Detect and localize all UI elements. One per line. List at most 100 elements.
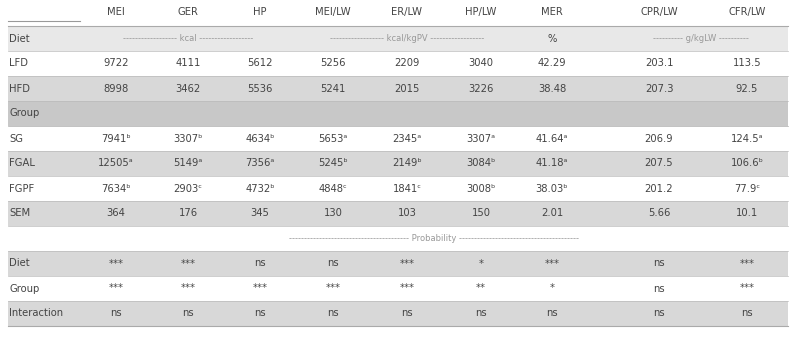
Text: 5149ᵃ: 5149ᵃ: [173, 158, 203, 169]
Bar: [8, 126, 788, 151]
Text: 201.2: 201.2: [645, 183, 673, 194]
Text: 12505ᵃ: 12505ᵃ: [98, 158, 134, 169]
Text: 176: 176: [178, 208, 198, 219]
Text: FGAL: FGAL: [9, 158, 35, 169]
Text: 3307ᵇ: 3307ᵇ: [173, 133, 203, 144]
Text: 8998: 8998: [103, 83, 129, 94]
Text: ns: ns: [653, 283, 665, 294]
Text: ER/LW: ER/LW: [391, 7, 422, 17]
Text: 203.1: 203.1: [645, 58, 673, 69]
Text: MEI/LW: MEI/LW: [315, 7, 351, 17]
Text: ns: ns: [254, 308, 266, 319]
Text: 7634ᵇ: 7634ᵇ: [101, 183, 131, 194]
Text: ns: ns: [182, 308, 194, 319]
Text: 4848ᶜ: 4848ᶜ: [319, 183, 347, 194]
Text: ns: ns: [475, 308, 487, 319]
Text: 3040: 3040: [468, 58, 494, 69]
Text: ns: ns: [254, 258, 266, 269]
Text: ns: ns: [546, 308, 558, 319]
Text: MEI: MEI: [107, 7, 125, 17]
Text: 41.18ᵃ: 41.18ᵃ: [536, 158, 568, 169]
Text: SG: SG: [9, 133, 23, 144]
Text: 5245ᵇ: 5245ᵇ: [318, 158, 348, 169]
Text: 2015: 2015: [394, 83, 420, 94]
Text: **: **: [476, 283, 486, 294]
Text: 4111: 4111: [176, 58, 200, 69]
Bar: [8, 151, 788, 176]
Text: *: *: [549, 283, 554, 294]
Text: GER: GER: [177, 7, 199, 17]
Text: 5241: 5241: [320, 83, 346, 94]
Text: ns: ns: [653, 308, 665, 319]
Text: FGPF: FGPF: [9, 183, 34, 194]
Text: 42.29: 42.29: [537, 58, 566, 69]
Text: ***: ***: [108, 283, 123, 294]
Text: 10.1: 10.1: [736, 208, 758, 219]
Text: HP: HP: [254, 7, 267, 17]
Text: ***: ***: [400, 258, 414, 269]
Bar: [8, 76, 788, 101]
Text: Diet: Diet: [9, 33, 29, 44]
Bar: [8, 201, 788, 226]
Text: ns: ns: [653, 258, 665, 269]
Text: ***: ***: [180, 283, 196, 294]
Text: 3008ᵇ: 3008ᵇ: [467, 183, 496, 194]
Bar: [8, 226, 788, 251]
Text: 124.5ᵃ: 124.5ᵃ: [731, 133, 763, 144]
Bar: [8, 101, 788, 126]
Text: HFD: HFD: [9, 83, 30, 94]
Text: 207.3: 207.3: [645, 83, 673, 94]
Text: 2209: 2209: [394, 58, 420, 69]
Text: 38.03ᵇ: 38.03ᵇ: [536, 183, 568, 194]
Text: 7941ᵇ: 7941ᵇ: [101, 133, 131, 144]
Text: 38.48: 38.48: [538, 83, 566, 94]
Text: 206.9: 206.9: [645, 133, 673, 144]
Text: 130: 130: [324, 208, 343, 219]
Text: 5.66: 5.66: [648, 208, 670, 219]
Text: 4732ᵇ: 4732ᵇ: [245, 183, 275, 194]
Text: 2903ᶜ: 2903ᶜ: [173, 183, 203, 194]
Text: ***: ***: [108, 258, 123, 269]
Text: 3084ᵇ: 3084ᵇ: [467, 158, 496, 169]
Text: Group: Group: [9, 108, 39, 119]
Bar: [8, 276, 788, 301]
Text: 5653ᵃ: 5653ᵃ: [318, 133, 347, 144]
Text: 113.5: 113.5: [733, 58, 762, 69]
Text: ---------- g/kgLW ----------: ---------- g/kgLW ----------: [653, 34, 749, 43]
Text: 5536: 5536: [247, 83, 273, 94]
Text: *: *: [479, 258, 483, 269]
Text: ------------------ kcal ------------------: ------------------ kcal ----------------…: [123, 34, 253, 43]
Text: 92.5: 92.5: [736, 83, 758, 94]
Text: ***: ***: [545, 258, 560, 269]
Text: CPR/LW: CPR/LW: [640, 7, 678, 17]
Text: SEM: SEM: [9, 208, 30, 219]
Text: 5612: 5612: [247, 58, 273, 69]
Text: ***: ***: [253, 283, 267, 294]
Text: 41.64ᵃ: 41.64ᵃ: [536, 133, 568, 144]
Text: 150: 150: [471, 208, 491, 219]
Text: 3307ᵃ: 3307ᵃ: [467, 133, 495, 144]
Text: ns: ns: [401, 308, 413, 319]
Text: Group: Group: [9, 283, 39, 294]
Text: CFR/LW: CFR/LW: [728, 7, 766, 17]
Text: ***: ***: [739, 283, 754, 294]
Text: Diet: Diet: [9, 258, 29, 269]
Text: ns: ns: [328, 258, 339, 269]
Text: 9722: 9722: [103, 58, 129, 69]
Text: 364: 364: [107, 208, 126, 219]
Text: ns: ns: [741, 308, 753, 319]
Text: MER: MER: [541, 7, 563, 17]
Text: 345: 345: [250, 208, 270, 219]
Bar: [8, 301, 788, 326]
Text: ***: ***: [400, 283, 414, 294]
Text: 207.5: 207.5: [645, 158, 673, 169]
Text: ---------------------------------------- Probability ---------------------------: ----------------------------------------…: [289, 234, 579, 243]
Text: 1841ᶜ: 1841ᶜ: [393, 183, 421, 194]
Text: 7356ᵃ: 7356ᵃ: [246, 158, 275, 169]
Text: 106.6ᵇ: 106.6ᵇ: [731, 158, 763, 169]
Text: ns: ns: [111, 308, 122, 319]
Bar: [8, 51, 788, 76]
Text: 3462: 3462: [176, 83, 200, 94]
Text: ------------------ kcal/kgPV ------------------: ------------------ kcal/kgPV -----------…: [330, 34, 484, 43]
Text: 2.01: 2.01: [541, 208, 563, 219]
